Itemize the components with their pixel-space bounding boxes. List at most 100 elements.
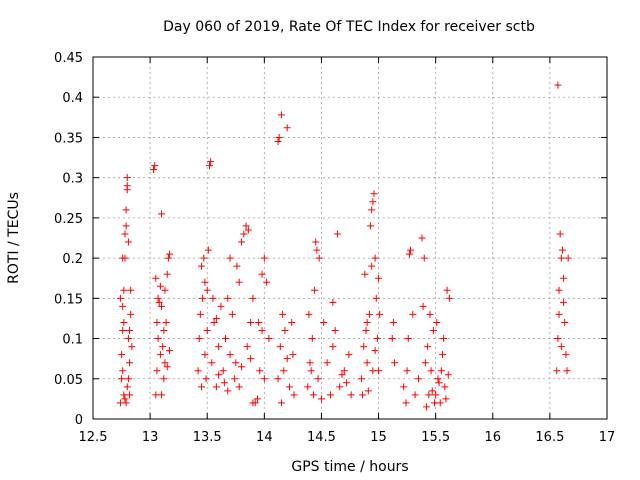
data-point xyxy=(429,327,437,335)
y-tick-label: 0 xyxy=(75,413,83,428)
data-point xyxy=(128,343,136,351)
data-point xyxy=(323,359,331,367)
data-point xyxy=(420,254,428,262)
data-point xyxy=(388,335,396,343)
data-point xyxy=(556,230,564,238)
data-point xyxy=(159,343,167,351)
data-point xyxy=(368,206,376,214)
data-point xyxy=(203,327,211,335)
data-point xyxy=(120,286,128,294)
y-tick-label: 0.35 xyxy=(54,131,83,146)
data-point xyxy=(305,310,313,318)
data-point xyxy=(119,327,127,335)
data-point xyxy=(156,282,164,290)
data-point xyxy=(347,391,355,399)
data-point xyxy=(432,391,440,399)
data-points xyxy=(116,81,572,411)
data-point xyxy=(340,367,348,375)
data-point xyxy=(307,367,315,375)
data-point xyxy=(428,387,436,395)
data-point xyxy=(260,254,268,262)
data-point xyxy=(400,383,408,391)
data-point xyxy=(120,391,128,399)
data-point xyxy=(237,238,245,246)
data-point xyxy=(119,367,127,375)
data-point xyxy=(126,359,134,367)
data-point xyxy=(152,274,160,282)
data-point xyxy=(121,230,129,238)
data-point xyxy=(560,298,568,306)
data-point xyxy=(163,270,171,278)
data-point xyxy=(231,375,239,383)
data-point xyxy=(343,379,351,387)
data-point xyxy=(315,254,323,262)
data-point xyxy=(275,133,283,141)
data-point xyxy=(280,367,288,375)
data-point xyxy=(290,391,298,399)
data-point xyxy=(247,318,255,326)
data-point xyxy=(263,278,271,286)
data-point xyxy=(215,371,223,379)
data-point xyxy=(121,395,129,403)
data-point xyxy=(435,379,443,387)
data-point xyxy=(160,375,168,383)
data-point xyxy=(289,351,297,359)
data-point xyxy=(217,302,225,310)
chart-title: Day 060 of 2019, Rate Of TEC Index for r… xyxy=(163,19,535,35)
data-point xyxy=(403,367,411,375)
data-point xyxy=(363,359,371,367)
data-point xyxy=(309,391,317,399)
data-point xyxy=(563,367,571,375)
data-point xyxy=(162,318,170,326)
data-point xyxy=(158,391,166,399)
data-point xyxy=(391,359,399,367)
x-tick-label: 15.5 xyxy=(421,430,450,445)
data-point xyxy=(207,158,215,166)
data-point xyxy=(226,351,234,359)
x-tick-label: 15 xyxy=(370,430,387,445)
data-point xyxy=(123,383,131,391)
axis-ticks: 12.5 13 13.5 14 14.5 15 15.5 16 16.5 17 0 0.05 0.1 0.… xyxy=(54,51,615,445)
data-point xyxy=(426,310,434,318)
y-tick-label: 0.2 xyxy=(62,252,83,267)
data-point xyxy=(367,222,375,230)
grid-lines xyxy=(93,57,607,419)
data-point xyxy=(336,383,344,391)
data-point xyxy=(203,286,211,294)
data-point xyxy=(151,162,159,170)
data-point xyxy=(306,359,314,367)
data-point xyxy=(166,347,174,355)
data-point xyxy=(256,367,264,375)
data-point xyxy=(443,286,451,294)
data-point xyxy=(329,343,337,351)
data-point xyxy=(166,250,174,258)
data-point xyxy=(122,222,130,230)
data-point xyxy=(425,391,433,399)
data-point xyxy=(210,318,218,326)
data-point xyxy=(212,314,220,322)
data-point xyxy=(242,222,250,230)
data-point xyxy=(194,367,202,375)
data-point xyxy=(555,310,563,318)
data-point xyxy=(427,367,435,375)
data-point xyxy=(118,351,126,359)
data-point xyxy=(360,343,368,351)
data-point xyxy=(371,254,379,262)
data-point xyxy=(198,383,206,391)
data-point xyxy=(317,395,325,403)
data-point xyxy=(154,294,162,302)
data-point xyxy=(161,286,169,294)
data-point xyxy=(345,351,353,359)
data-point xyxy=(260,375,268,383)
data-point xyxy=(288,318,296,326)
x-tick-label: 13.5 xyxy=(193,430,222,445)
data-point xyxy=(362,327,370,335)
data-point xyxy=(251,399,259,407)
data-point xyxy=(368,262,376,270)
x-tick-label: 16 xyxy=(485,430,502,445)
data-point xyxy=(371,347,379,355)
y-tick-label: 0.1 xyxy=(62,333,83,348)
data-point xyxy=(313,246,321,254)
data-point xyxy=(196,310,204,318)
data-point xyxy=(440,335,448,343)
